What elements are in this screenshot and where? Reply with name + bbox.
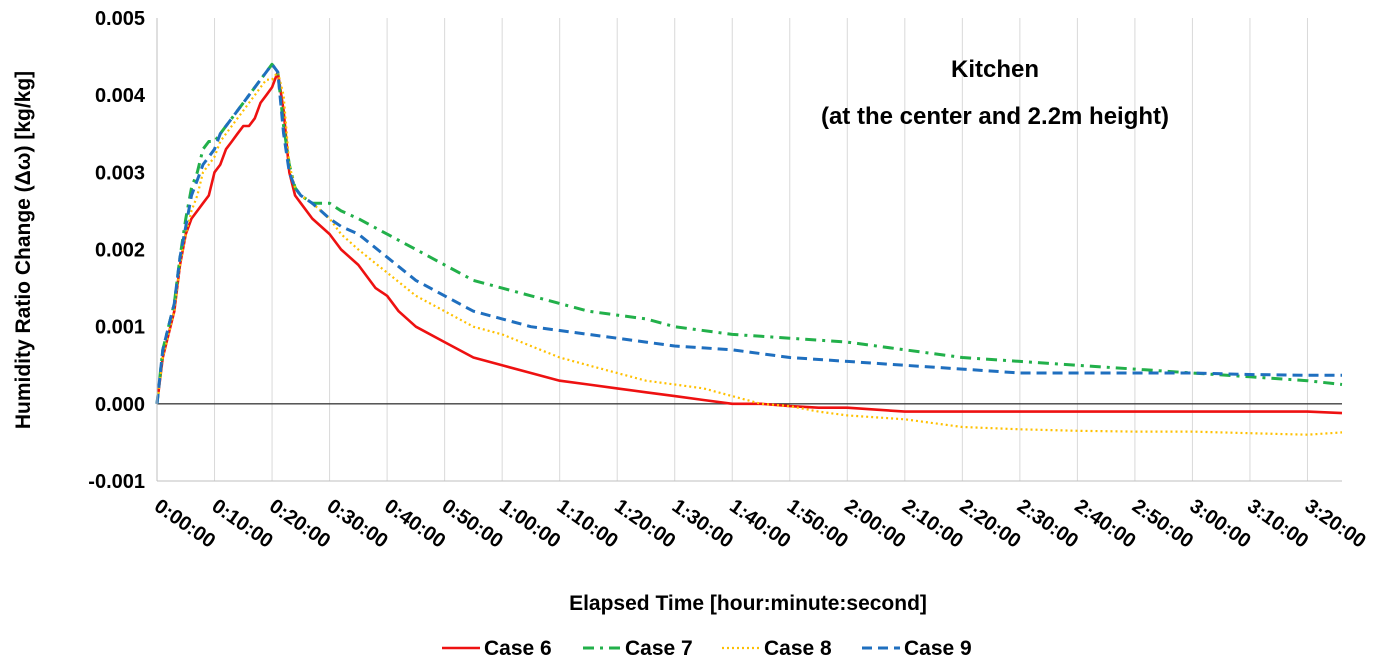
x-tick-label: 1:10:00	[553, 495, 622, 553]
legend-label: Case 8	[764, 637, 832, 660]
legend-label: Case 7	[625, 637, 693, 660]
x-tick-label: 1:50:00	[783, 495, 852, 553]
x-tick-label: 1:30:00	[668, 495, 737, 553]
series-line-case-8	[155, 70, 1343, 436]
y-axis-title: Humidity Ratio Change (Δω) [kg/kg]	[12, 71, 35, 429]
x-tick-label: 1:00:00	[495, 495, 564, 553]
x-tick-label: 2:40:00	[1071, 495, 1140, 553]
y-tick-label: 0.004	[95, 85, 146, 107]
x-tick-label: 0:50:00	[438, 495, 507, 553]
x-tick-label: 2:50:00	[1128, 495, 1197, 553]
legend-label: Case 6	[484, 637, 552, 660]
x-tick-label: 2:20:00	[955, 495, 1024, 553]
x-tick-label: 1:20:00	[610, 495, 679, 553]
x-tick-label: 3:00:00	[1186, 495, 1255, 553]
series-group	[155, 62, 1343, 436]
y-tick-label: 0.000	[95, 394, 145, 416]
x-tick-label: 2:00:00	[840, 495, 909, 553]
x-tick-label: 2:10:00	[898, 495, 967, 553]
legend-label: Case 9	[904, 637, 972, 660]
x-tick-label: 0:40:00	[380, 495, 449, 553]
x-tick-label: 0:10:00	[208, 495, 277, 553]
y-tick-label: 0.002	[95, 240, 145, 262]
chart-annotation-line-2: (at the center and 2.2m height)	[821, 103, 1169, 130]
y-tick-label: -0.001	[88, 471, 145, 493]
axes	[156, 18, 1342, 482]
x-tick-label: 0:30:00	[323, 495, 392, 553]
series-line-case-6	[155, 70, 1343, 415]
x-tick-label: 0:20:00	[265, 495, 334, 553]
y-tick-label: 0.001	[95, 317, 145, 339]
x-axis-title: Elapsed Time [hour:minute:second]	[569, 592, 927, 615]
series-line-case-9	[155, 62, 1342, 404]
y-tick-labels: -0.001 0.000 0.001 0.002 0.003 0.004 0.005	[88, 8, 146, 493]
x-tick-label: 2:30:00	[1013, 495, 1082, 553]
x-tick-label: 3:20:00	[1301, 495, 1370, 553]
y-tick-label: 0.005	[95, 8, 145, 30]
x-tick-label: 3:10:00	[1243, 495, 1312, 553]
x-tick-label: 1:40:00	[725, 495, 794, 553]
chart-annotation-line-1: Kitchen	[951, 56, 1039, 83]
x-tick-label: 0:00:00	[150, 495, 219, 553]
legend: Case 6 Case 7 Case 8 Case 9	[442, 637, 972, 660]
x-tick-labels: 0:00:000:10:000:20:000:30:000:40:000:50:…	[150, 495, 1370, 553]
y-tick-label: 0.003	[95, 162, 145, 184]
